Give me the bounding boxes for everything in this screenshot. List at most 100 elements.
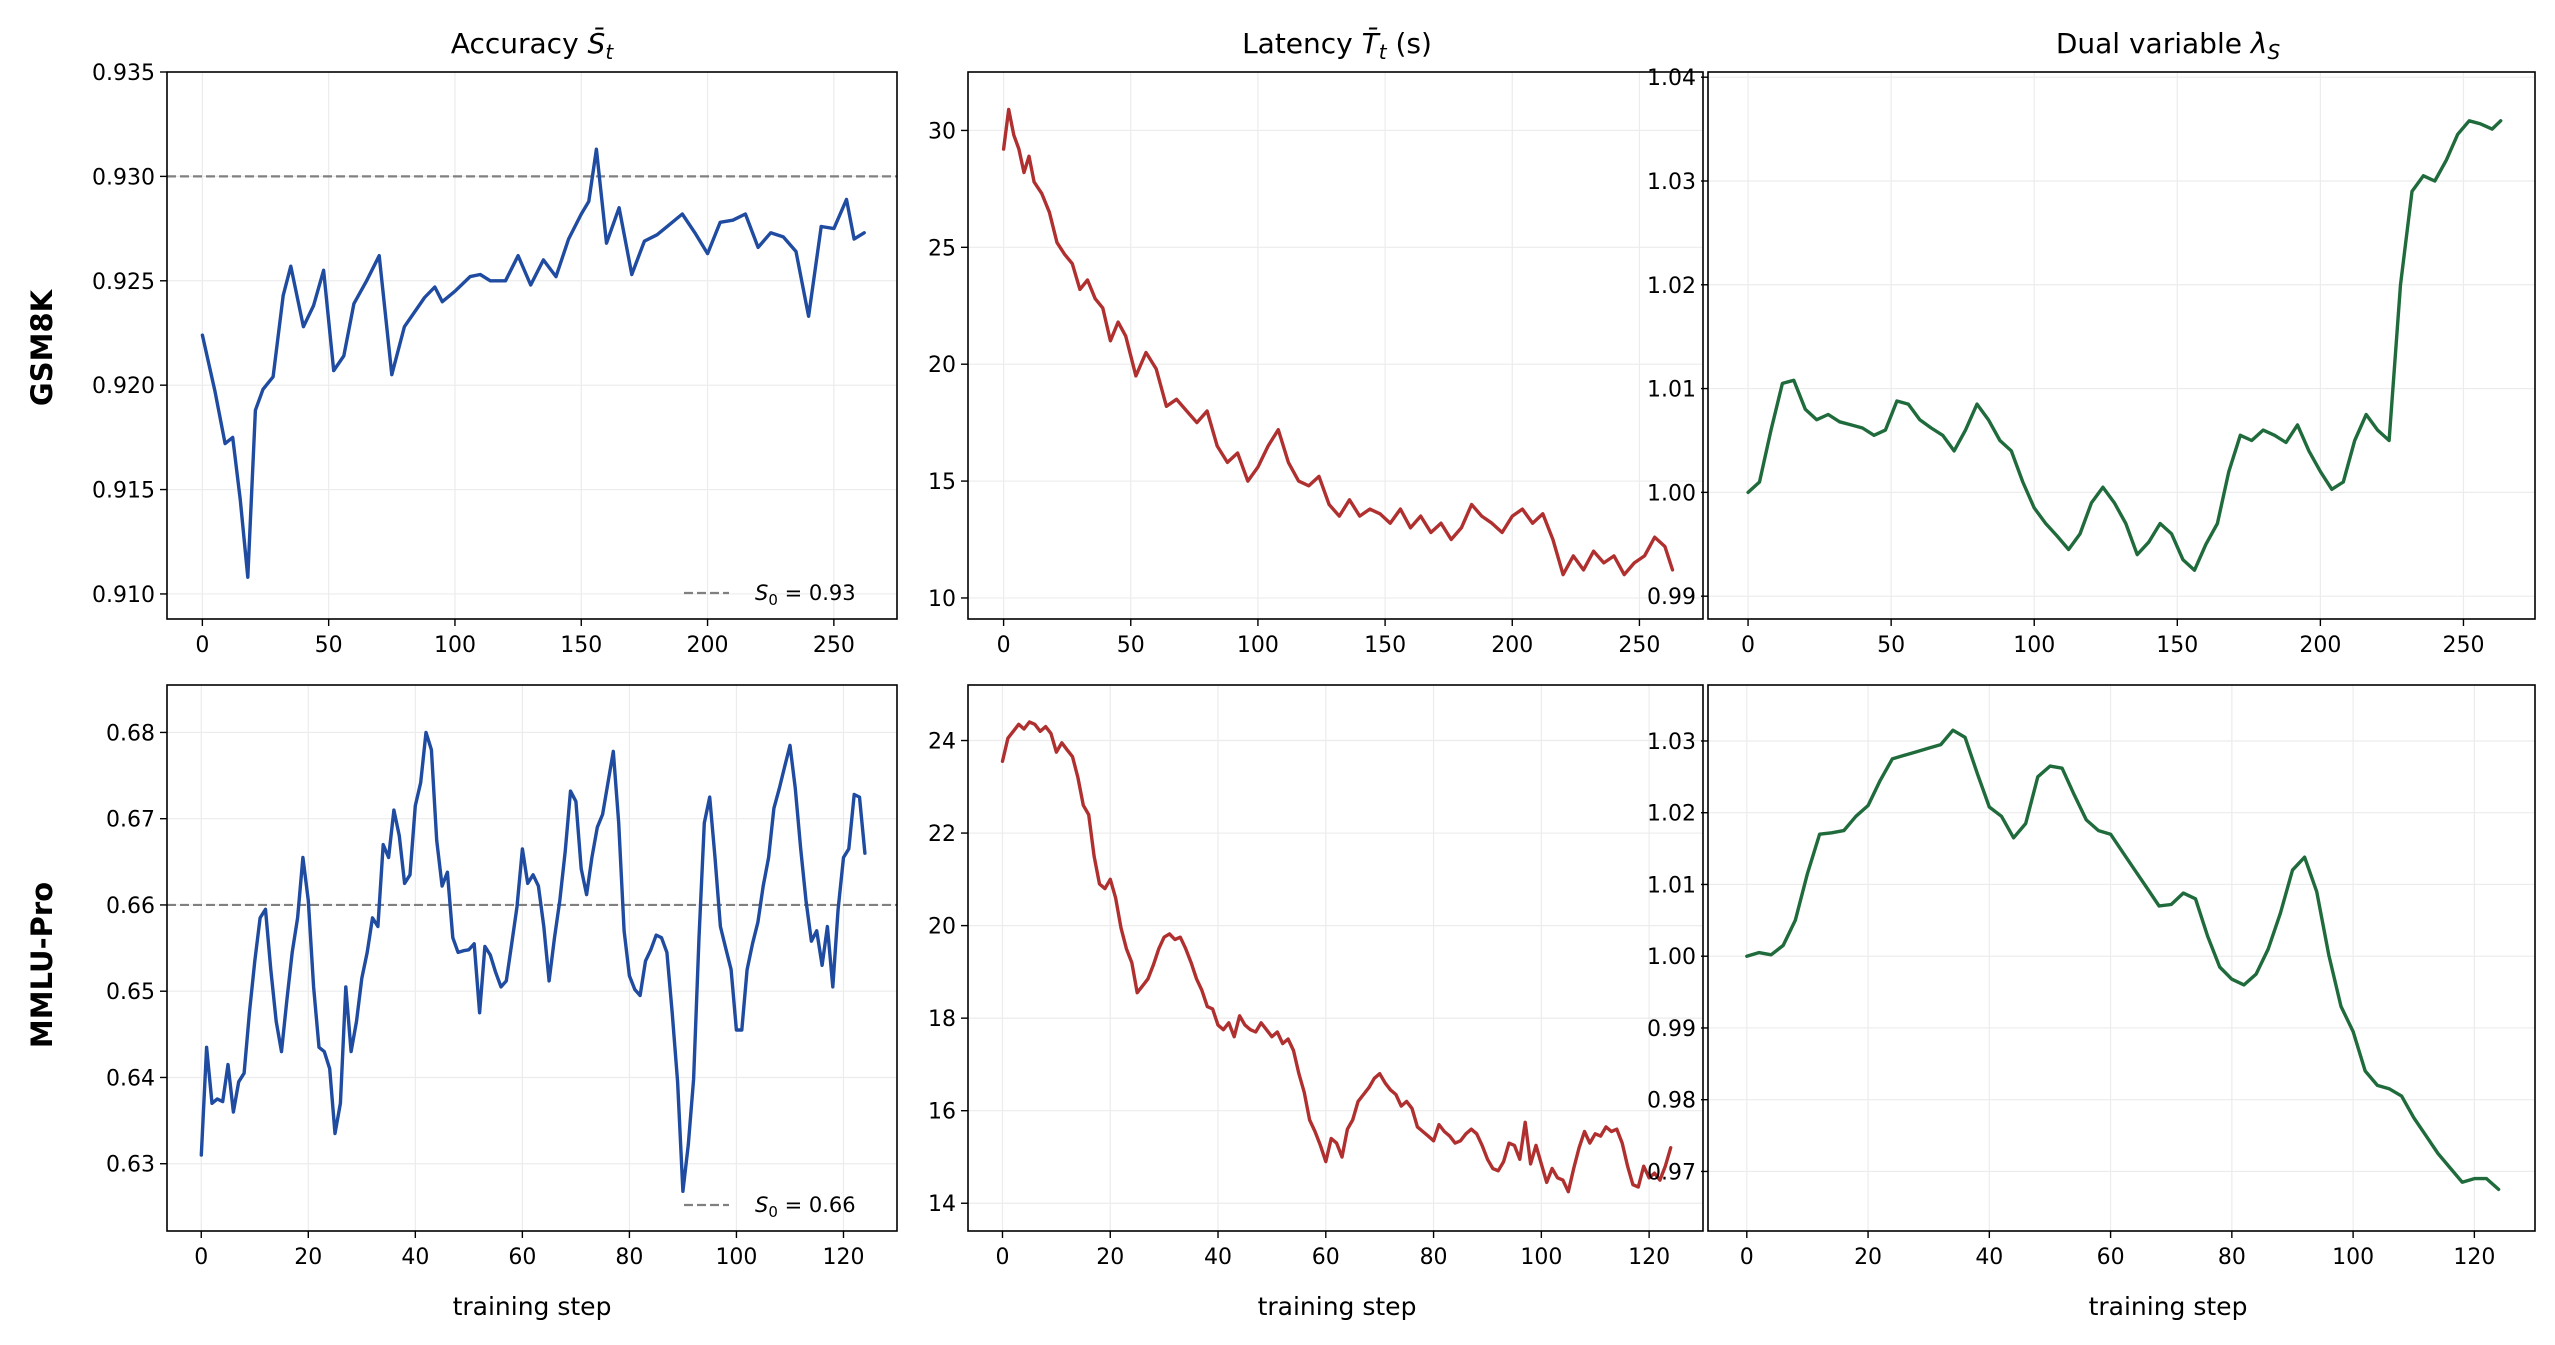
y-tick-label: 1.04 [1647, 66, 1696, 91]
x-tick-label: 60 [508, 1245, 536, 1270]
row-label-mmlu-pro: MMLU-Pro [25, 882, 59, 1048]
y-tick-label: 0.67 [106, 808, 155, 833]
panel-mmlu-pro-accuracy: 0 20 40 60 80 100 120 0.63 0.64 0.65 0.66 0.67 0.68 S… [106, 684, 898, 1270]
y-tick-label: 0.66 [106, 894, 155, 919]
column-title-latency: Latency T̄t (s) [1242, 26, 1432, 64]
x-tick-label: 100 [434, 633, 476, 658]
y-tick-label: 22 [928, 822, 956, 847]
legend-label: S0 = 0.93 [755, 581, 856, 609]
series-line [1746, 119, 2503, 572]
y-tick-label: 18 [928, 1007, 956, 1032]
y-tick-label: 0.920 [92, 374, 155, 399]
x-tick-label: 100 [715, 1245, 757, 1270]
series-line [199, 730, 867, 1194]
y-tick-label: 0.99 [1647, 1017, 1696, 1042]
x-tick-label: 0 [194, 1245, 208, 1270]
x-tick-label: 40 [1204, 1245, 1232, 1270]
x-tick-label: 40 [1975, 1245, 2003, 1270]
x-tick-label: 20 [1854, 1245, 1882, 1270]
y-tick-label: 1.00 [1647, 481, 1696, 506]
y-tick-label: 0.65 [106, 980, 155, 1005]
series-line [1745, 728, 2501, 1192]
x-tick-label: 0 [1741, 633, 1755, 658]
y-tick-label: 30 [928, 119, 956, 144]
panel-gsm8k-latency: 0 50 100 150 200 250 10 15 20 25 30 [928, 71, 1704, 658]
x-tick-label: 80 [615, 1245, 643, 1270]
x-tick-label: 120 [1628, 1245, 1670, 1270]
x-tick-label: 250 [1618, 633, 1660, 658]
x-tick-label: 100 [2013, 633, 2055, 658]
x-tick-label: 150 [2156, 633, 2198, 658]
x-tick-label: 250 [2442, 633, 2484, 658]
y-tick-label: 25 [928, 236, 956, 261]
y-tick-label: 0.64 [106, 1066, 155, 1091]
x-tick-label: 100 [1237, 633, 1279, 658]
row-label-gsm8k: GSM8K [25, 288, 59, 406]
y-tick-label: 20 [928, 353, 956, 378]
axes-frame [166, 71, 898, 620]
series-line [1000, 720, 1673, 1194]
axes-frame [1707, 71, 2536, 620]
y-tick-label: 0.910 [92, 583, 155, 608]
y-tick-label: 24 [928, 730, 956, 755]
y-tick-label: 0.68 [106, 721, 155, 746]
column-title-accuracy: Accuracy S̄t [451, 26, 615, 64]
y-tick-label: 0.925 [92, 270, 155, 295]
series-line [1001, 107, 1675, 577]
panel-mmlu-pro-latency: 0 20 40 60 80 100 120 14 16 18 20 22 24 [928, 684, 1704, 1270]
panel-mmlu-pro-dual-variable: 0 20 40 60 80 100 120 0.97 0.98 0.99 1.00 1.01 1.02 1… [1647, 684, 2536, 1270]
x-tick-label: 80 [1420, 1245, 1448, 1270]
y-tick-label: 16 [928, 1100, 956, 1125]
x-tick-label: 0 [1740, 1245, 1754, 1270]
x-tick-label: 0 [995, 1245, 1009, 1270]
x-tick-label: 120 [2453, 1245, 2495, 1270]
axes-frame [967, 71, 1704, 620]
panel-gsm8k-dual-variable: 0 50 100 150 200 250 0.99 1.00 1.01 1.02 1.03 1.04 [1647, 66, 2536, 658]
y-tick-label: 1.03 [1647, 170, 1696, 195]
x-tick-label: 100 [1520, 1245, 1562, 1270]
x-tick-label: 40 [401, 1245, 429, 1270]
x-tick-label: 80 [2218, 1245, 2246, 1270]
x-tick-label: 20 [294, 1245, 322, 1270]
x-tick-label: 200 [687, 633, 729, 658]
x-tick-label: 200 [2299, 633, 2341, 658]
x-tick-label: 150 [560, 633, 602, 658]
x-tick-label: 50 [315, 633, 343, 658]
x-tick-label: 20 [1096, 1245, 1124, 1270]
x-tick-label: 60 [2097, 1245, 2125, 1270]
y-tick-label: 1.02 [1647, 802, 1696, 827]
panel-gsm8k-accuracy: 0 50 100 150 200 250 0.910 0.915 0.920 0.925 0.930… [92, 61, 898, 658]
y-tick-label: 0.97 [1647, 1160, 1696, 1185]
y-tick-label: 0.915 [92, 479, 155, 504]
axes-frame [166, 684, 898, 1232]
x-axis-label-accuracy: training step [453, 1292, 612, 1321]
y-tick-label: 0.930 [92, 165, 155, 190]
y-tick-label: 1.03 [1647, 730, 1696, 755]
y-tick-label: 0.63 [106, 1153, 155, 1178]
x-tick-label: 250 [813, 633, 855, 658]
x-tick-label: 0 [195, 633, 209, 658]
y-tick-label: 0.935 [92, 61, 155, 86]
legend-label: S0 = 0.66 [755, 1193, 856, 1221]
y-tick-label: 14 [928, 1192, 956, 1217]
y-tick-label: 0.98 [1647, 1089, 1696, 1114]
x-tick-label: 0 [997, 633, 1011, 658]
y-tick-label: 1.01 [1647, 873, 1696, 898]
y-tick-label: 0.99 [1647, 585, 1696, 610]
x-axis-label-latency: training step [1258, 1292, 1417, 1321]
y-tick-label: 20 [928, 915, 956, 940]
x-tick-label: 120 [822, 1245, 864, 1270]
axes-frame [1707, 684, 2536, 1232]
y-tick-label: 1.01 [1647, 378, 1696, 403]
x-tick-label: 50 [1117, 633, 1145, 658]
y-tick-label: 1.00 [1647, 945, 1696, 970]
x-tick-label: 150 [1364, 633, 1406, 658]
x-axis-label-dual-variable: training step [2089, 1292, 2248, 1321]
x-tick-label: 50 [1877, 633, 1905, 658]
x-tick-label: 200 [1491, 633, 1533, 658]
y-tick-label: 1.02 [1647, 274, 1696, 299]
x-tick-label: 60 [1312, 1245, 1340, 1270]
x-tick-label: 100 [2332, 1245, 2374, 1270]
series-line [200, 147, 866, 579]
